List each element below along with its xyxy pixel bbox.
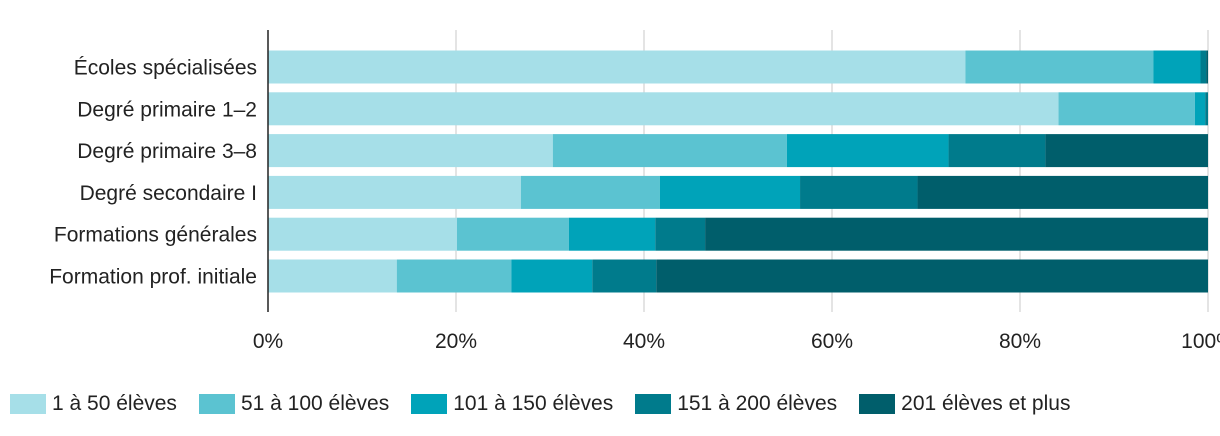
bar-segment bbox=[655, 217, 706, 251]
legend-swatch bbox=[10, 394, 46, 414]
bar-segment bbox=[1058, 92, 1195, 126]
bar-segment bbox=[1200, 50, 1207, 84]
legend-swatch bbox=[411, 394, 448, 414]
y-tick-label: Formations générales bbox=[54, 224, 257, 247]
legend-swatch bbox=[635, 394, 672, 414]
bar-segment bbox=[552, 134, 787, 168]
legend-label: 1 à 50 élèves bbox=[52, 392, 177, 415]
x-tick-label: 100% bbox=[1181, 330, 1220, 353]
bar-segment bbox=[568, 217, 656, 251]
bar-segment bbox=[1205, 92, 1208, 126]
y-axis-labels: Écoles spécialisées Degré primaire 1–2 Deg… bbox=[49, 57, 257, 289]
x-tick-label: 0% bbox=[253, 330, 283, 353]
bar-segment bbox=[268, 217, 457, 251]
bar-segment bbox=[659, 175, 801, 209]
y-tick-label: Degré primaire 1–2 bbox=[77, 98, 257, 121]
legend-label: 101 à 150 élèves bbox=[453, 392, 614, 415]
bar-segment bbox=[511, 259, 593, 293]
legend-swatch bbox=[859, 394, 896, 414]
y-tick-label: Degré secondaire I bbox=[80, 182, 257, 205]
bar-segment bbox=[1194, 92, 1206, 126]
bar-segment bbox=[705, 217, 1208, 251]
bar-segment bbox=[948, 134, 1046, 168]
legend-item: 101 à 150 élèves bbox=[411, 392, 613, 416]
legend-label: 151 à 200 élèves bbox=[677, 392, 838, 415]
legend-label: 201 élèves et plus bbox=[901, 392, 1071, 415]
y-tick-label: Degré primaire 3–8 bbox=[77, 140, 257, 163]
bar-segment bbox=[268, 92, 1059, 126]
bar-segment bbox=[656, 259, 1208, 293]
y-tick-label: Écoles spécialisées bbox=[74, 57, 257, 80]
legend-item: 1 à 50 élèves bbox=[10, 392, 177, 416]
bar-segment bbox=[965, 50, 1154, 84]
bar-segment bbox=[396, 259, 512, 293]
bar-segment bbox=[1206, 50, 1208, 84]
legend-item: 201 élèves et plus bbox=[859, 392, 1070, 416]
bar-segment bbox=[520, 175, 660, 209]
bar-segment bbox=[786, 134, 949, 168]
y-tick-label: Formation prof. initiale bbox=[49, 266, 257, 289]
bar-segment bbox=[1153, 50, 1201, 84]
x-tick-label: 40% bbox=[623, 330, 665, 353]
bar-segment bbox=[800, 175, 918, 209]
legend: 1 à 50 élèves 51 à 100 élèves 101 à 150 él… bbox=[10, 390, 1092, 418]
x-tick-label: 80% bbox=[999, 330, 1041, 353]
bar-segment bbox=[268, 50, 966, 84]
bar-segment bbox=[268, 259, 397, 293]
bar-segment bbox=[592, 259, 657, 293]
x-tick-label: 60% bbox=[811, 330, 853, 353]
legend-item: 151 à 200 élèves bbox=[635, 392, 837, 416]
bar-segment bbox=[1045, 134, 1208, 168]
x-tick-label: 20% bbox=[435, 330, 477, 353]
legend-item: 51 à 100 élèves bbox=[198, 392, 390, 416]
bar-segment bbox=[917, 175, 1208, 209]
x-axis-labels: 0% 20% 40% 60% 80% 100% bbox=[253, 330, 1220, 353]
bar-segment bbox=[456, 217, 569, 251]
legend-label: 51 à 100 élèves bbox=[240, 392, 390, 415]
bar-segment bbox=[268, 175, 521, 209]
legend-swatch bbox=[198, 394, 235, 414]
bars bbox=[268, 50, 1208, 293]
bar-segment bbox=[268, 134, 553, 168]
